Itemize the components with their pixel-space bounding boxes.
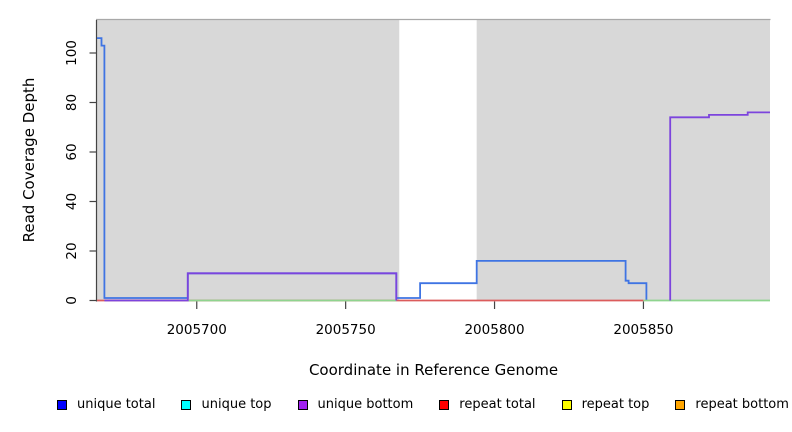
legend-swatch-icon (439, 399, 450, 410)
legend: unique total unique top unique bottom repea… (57, 397, 789, 412)
unique-bottom-line-b (669, 111, 770, 301)
legend-item-unique-total: unique total (57, 397, 155, 412)
x-tick-label: 2005850 (613, 322, 673, 338)
legend-item-repeat-bottom: repeat bottom (675, 397, 789, 412)
x-tick-label: 2005800 (464, 322, 524, 338)
legend-label: unique total (77, 397, 156, 412)
y-tick-label: 20 (64, 242, 80, 259)
unique-total-line (97, 37, 648, 300)
x-axis-title: Coordinate in Reference Genome (308, 361, 559, 379)
shaded-region-1 (476, 20, 770, 301)
legend-swatch-icon (561, 399, 572, 410)
legend-item-repeat-top: repeat top (561, 397, 650, 412)
shaded-region-0 (97, 20, 400, 301)
x-tick-label: 2005750 (316, 322, 376, 338)
y-tick-label: 100 (64, 40, 80, 66)
legend-swatch-icon (181, 399, 192, 410)
y-axis-title: Read Coverage Depth (20, 77, 38, 243)
x-tick-label: 2005700 (167, 322, 227, 338)
legend-swatch-icon (57, 399, 67, 410)
y-tick-label: 0 (64, 296, 80, 305)
legend-label: repeat bottom (695, 397, 789, 412)
legend-label: unique top (201, 397, 272, 412)
legend-item-unique-bottom: unique bottom (297, 397, 414, 412)
legend-label: repeat total (459, 397, 536, 412)
legend-label: repeat top (581, 397, 650, 412)
legend-swatch-icon (675, 399, 686, 410)
y-tick-label: 40 (64, 193, 80, 210)
legend-item-unique-top: unique top (181, 397, 272, 412)
legend-label: unique bottom (317, 397, 414, 412)
y-tick-label: 80 (64, 94, 80, 111)
legend-item-repeat-total: repeat total (439, 397, 536, 412)
y-tick-label: 60 (64, 143, 80, 160)
legend-swatch-icon (297, 399, 308, 410)
unique-bottom-line-a (104, 272, 398, 302)
